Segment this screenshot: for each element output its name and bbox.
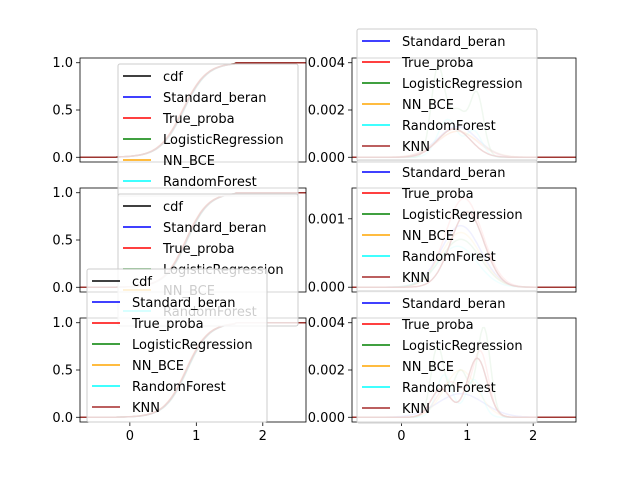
cdf-top-ytick-label: 0.0 xyxy=(52,151,73,166)
pdf-bottom-legend-label-true_proba: True_proba xyxy=(401,318,474,333)
pdf-mid-legend-label-knn: KNN xyxy=(402,271,430,286)
pdf-top-legend-label-knn: KNN xyxy=(402,140,430,155)
pdf-bottom-ytick-label: 0.002 xyxy=(308,364,345,379)
cdf-bottom-xtick-label: 2 xyxy=(259,429,267,444)
pdf-bottom-legend-label-standard_beran: Standard_beran xyxy=(402,297,505,312)
cdf-top-ytick-label: 0.5 xyxy=(52,104,73,119)
cdf-mid-ytick-label: 0.5 xyxy=(52,234,73,249)
pdf-top-legend-label-nn_bce: NN_BCE xyxy=(402,98,454,113)
cdf-bottom-xtick-label: 0 xyxy=(126,429,134,444)
pdf-bottom-xtick-label: 1 xyxy=(463,429,471,444)
pdf-bottom-legend-box xyxy=(356,290,538,424)
cdf-bottom-ytick-label: 0.0 xyxy=(52,411,73,426)
pdf-mid-ytick-label: 0.001 xyxy=(308,212,345,227)
cdf-bottom-legend-box xyxy=(86,268,268,423)
cdf-bottom-legend-label-logisticregression: LogisticRegression xyxy=(132,338,253,353)
pdf-top-ytick-label: 0.002 xyxy=(308,104,345,119)
cdf-top-legend: cdf Standard_beran True_proba LogisticRegre… xyxy=(117,63,299,197)
pdf-top-legend-label-true_proba: True_proba xyxy=(401,56,474,71)
pdf-mid-legend-label-randomforest: RandomForest xyxy=(402,250,496,265)
cdf-top-legend-label-randomforest: RandomForest xyxy=(163,175,257,190)
cdf-top-legend-label-logisticregression: LogisticRegression xyxy=(163,133,284,148)
pdf-top-legend-label-randomforest: RandomForest xyxy=(402,119,496,134)
pdf-top-legend: Standard_beran True_proba LogisticRegressi… xyxy=(356,28,538,162)
cdf-bottom-ytick-label: 0.5 xyxy=(52,364,73,379)
cdf-bottom-legend-label-nn_bce: NN_BCE xyxy=(132,359,184,374)
pdf-top-legend-label-standard_beran: Standard_beran xyxy=(402,35,505,50)
pdf-bottom-xtick-label: 0 xyxy=(397,429,405,444)
cdf-mid-legend-label-true_proba: True_proba xyxy=(162,242,235,257)
cdf-mid-ytick-label: 1.0 xyxy=(52,186,73,201)
cdf-bottom-legend-label-standard_beran: Standard_beran xyxy=(132,296,235,311)
cdf-bottom-legend-label-true_proba: True_proba xyxy=(131,317,204,332)
cdf-top-ytick-label: 1.0 xyxy=(52,56,73,71)
pdf-mid-legend-label-logisticregression: LogisticRegression xyxy=(402,208,523,223)
cdf-bottom-legend: cdf Standard_beran True_proba LogisticRegre… xyxy=(86,268,268,423)
pdf-top-ytick-label: 0.000 xyxy=(308,151,345,166)
pdf-top-legend-label-logisticregression: LogisticRegression xyxy=(402,77,523,92)
cdf-bottom-legend-label-cdf: cdf xyxy=(132,275,152,290)
pdf-mid-legend-label-true_proba: True_proba xyxy=(401,187,474,202)
cdf-bottom-legend-label-knn: KNN xyxy=(132,401,160,416)
pdf-top-ytick-label: 0.004 xyxy=(308,56,345,71)
cdf-mid-ytick-label: 0.0 xyxy=(52,281,73,296)
cdf-top-legend-label-standard_beran: Standard_beran xyxy=(163,91,266,106)
pdf-bottom-xtick-label: 2 xyxy=(529,429,537,444)
pdf-mid-legend-label-nn_bce: NN_BCE xyxy=(402,229,454,244)
cdf-top-legend-label-cdf: cdf xyxy=(163,70,183,85)
cdf-top-legend-label-nn_bce: NN_BCE xyxy=(163,154,215,169)
pdf-bottom-ytick-label: 0.004 xyxy=(308,316,345,331)
pdf-mid-legend-label-standard_beran: Standard_beran xyxy=(402,166,505,181)
pdf-bottom-ytick-label: 0.000 xyxy=(308,411,345,426)
cdf-bottom-ytick-label: 1.0 xyxy=(52,316,73,331)
cdf-mid-legend-label-standard_beran: Standard_beran xyxy=(163,221,266,236)
cdf-bottom-legend-label-randomforest: RandomForest xyxy=(132,380,226,395)
cdf-bottom-xtick-label: 1 xyxy=(192,429,200,444)
pdf-bottom-legend: Standard_beran True_proba LogisticRegressi… xyxy=(356,290,538,424)
cdf-mid-legend-label-cdf: cdf xyxy=(163,200,183,215)
pdf-bottom-legend-label-knn: KNN xyxy=(402,402,430,417)
pdf-mid-ytick-label: 0.000 xyxy=(308,281,345,296)
pdf-bottom-legend-label-randomforest: RandomForest xyxy=(402,381,496,396)
pdf-mid-legend: Standard_beran True_proba LogisticRegressi… xyxy=(356,159,538,293)
cdf-top-legend-label-true_proba: True_proba xyxy=(162,112,235,127)
pdf-bottom-legend-label-nn_bce: NN_BCE xyxy=(402,360,454,375)
pdf-bottom-legend-label-logisticregression: LogisticRegression xyxy=(402,339,523,354)
